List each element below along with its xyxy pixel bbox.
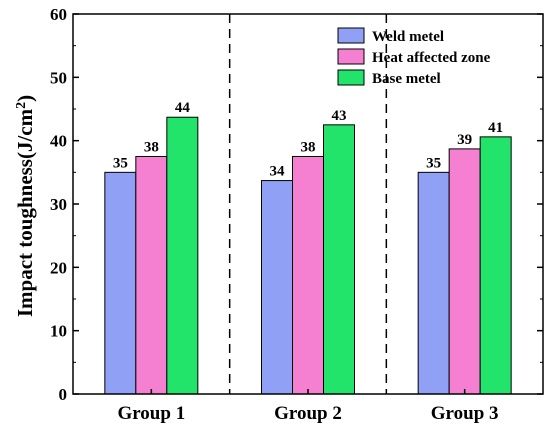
x-tick-label: Group 1 <box>117 403 185 424</box>
bar-value-label: 44 <box>175 100 191 116</box>
bar-value-label: 41 <box>488 120 503 136</box>
legend-swatch <box>337 48 365 65</box>
y-tick-label: 60 <box>50 5 67 24</box>
bar <box>292 156 324 395</box>
legend-label: Heat affected zone <box>372 50 491 66</box>
bar <box>104 171 137 395</box>
legend-label: Base metel <box>372 71 441 87</box>
y-tick-label: 20 <box>50 258 67 277</box>
bar-value-label: 38 <box>301 140 316 156</box>
x-tick-label: Group 3 <box>431 403 499 424</box>
bar <box>417 171 450 395</box>
plot-frame <box>72 13 544 395</box>
bar-value-label: 35 <box>113 155 128 171</box>
bar-value-label: 38 <box>144 140 159 156</box>
plot-area: 35 38 44 Group 1 34 38 43 Group 2 35 39 41 Group 3 0… <box>50 5 544 424</box>
y-tick-label: 50 <box>50 68 67 87</box>
y-axis-label-sup: 2 <box>14 102 29 109</box>
y-tick-label: 10 <box>50 322 67 341</box>
y-tick-label: 30 <box>50 195 67 214</box>
bar-value-label: 43 <box>332 108 347 124</box>
legend-label: Weld metel <box>372 29 444 45</box>
bar <box>261 180 293 395</box>
bar <box>448 148 481 395</box>
y-tick-label: 40 <box>50 132 67 151</box>
legend-swatch <box>337 69 365 86</box>
y-axis-label: Impact toughness(J/cm2) <box>13 95 37 317</box>
bar <box>166 116 199 395</box>
bar <box>323 124 355 395</box>
bar <box>135 156 168 395</box>
y-axis-label-close: ) <box>13 95 37 102</box>
x-tick-label: Group 2 <box>274 403 342 424</box>
y-axis-label-text: Impact toughness(J/cm <box>13 108 37 317</box>
y-tick-label: 0 <box>59 385 68 404</box>
bar <box>479 136 512 395</box>
legend-swatch <box>337 27 365 44</box>
bar-value-label: 35 <box>426 155 441 171</box>
bar-value-label: 39 <box>457 132 472 148</box>
bar-value-label: 34 <box>270 164 286 180</box>
